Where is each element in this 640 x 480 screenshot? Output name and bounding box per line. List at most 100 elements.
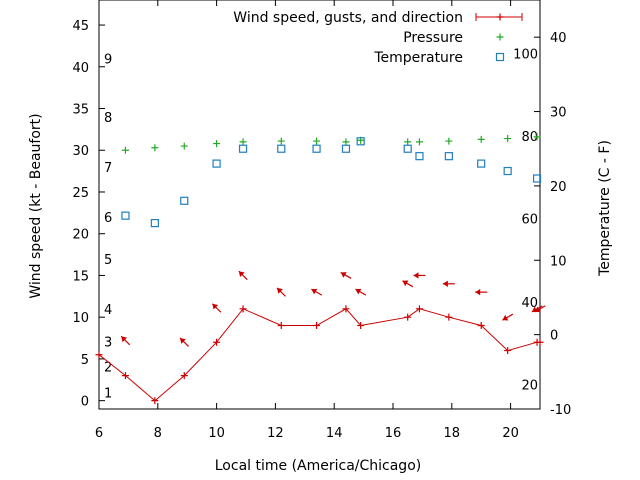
y-right-tick-label: 0: [550, 329, 558, 344]
wind-arrow-head: [534, 306, 541, 313]
legend-label: Pressure: [403, 30, 463, 46]
data-layer: [95, 133, 546, 405]
wind-point: [357, 322, 365, 330]
wind-arrow-head: [475, 288, 481, 296]
tick-layer: 6 8 10 12 14 16 18 20051015202530354045-1001020…: [72, 0, 571, 441]
x-tick-label: 10: [208, 426, 225, 441]
beaufort-label: 7: [104, 161, 112, 176]
pressure-point: [342, 138, 350, 146]
legend: Wind speed, gusts, and direction Pressure…: [233, 10, 523, 66]
y-left-tick-label: 25: [72, 186, 89, 201]
pressure-point: [151, 144, 159, 152]
temperature-point: [444, 152, 453, 161]
pressure-point: [121, 146, 129, 154]
y-left-axis-title: Wind speed (kt - Beaufort): [28, 113, 44, 298]
legend-label: Wind speed, gusts, and direction: [233, 10, 463, 26]
wind-arrow-head: [355, 288, 362, 295]
plot-frame: [98, 0, 541, 410]
y-left-tick-label: 5: [81, 353, 89, 368]
wind-arrow-head: [121, 336, 128, 343]
fahrenheit-label: 60: [521, 213, 538, 228]
legend-swatch-temperature: [495, 52, 505, 62]
wind-point: [239, 305, 247, 313]
pressure-point: [445, 137, 453, 145]
temperature-point: [403, 144, 412, 153]
wind-arrow-head: [413, 272, 419, 279]
wind-arrow-head: [340, 272, 347, 278]
pressure-point: [533, 133, 541, 141]
wind-point: [180, 372, 188, 380]
y-left-tick-label: 0: [81, 395, 89, 410]
temperature-point: [180, 196, 189, 205]
beaufort-label: 2: [104, 360, 112, 375]
wind-arrow-head: [311, 288, 318, 295]
x-tick-label: 16: [385, 426, 402, 441]
x-tick-label: 14: [326, 426, 343, 441]
wind-point: [404, 313, 412, 321]
wind-arrow-head: [180, 337, 186, 344]
y-right-tick-label: 10: [550, 254, 567, 269]
pressure-point: [180, 142, 188, 150]
legend-swatch-pressure: [496, 33, 504, 41]
temperature-point: [238, 144, 248, 153]
fahrenheit-label: 100: [513, 48, 538, 63]
fahrenheit-label: 40: [521, 296, 538, 311]
wind-point: [277, 322, 285, 330]
beaufort-label: 4: [104, 303, 112, 318]
wind-speed-line: [98, 308, 540, 402]
y-left-tick-label: 20: [72, 228, 89, 243]
wind-arrow-head: [238, 271, 245, 278]
pressure-point: [415, 138, 423, 146]
y-left-tick-label: 35: [72, 103, 89, 118]
beaufort-label: 9: [104, 52, 112, 67]
x-tick-label: 8: [154, 426, 162, 441]
pressure-point: [277, 137, 285, 145]
x-axis-title: Local time (America/Chicago): [215, 458, 421, 474]
wind-point: [121, 372, 129, 380]
wind-point: [445, 313, 453, 321]
pressure-point: [213, 140, 221, 148]
wind-point: [342, 305, 350, 313]
pressure-point: [504, 135, 512, 143]
temperature-point: [121, 211, 130, 220]
beaufort-label: 3: [104, 335, 112, 350]
beaufort-label: 1: [104, 386, 112, 401]
temperature-point: [356, 137, 365, 146]
pressure-point: [404, 138, 412, 146]
pressure-point: [313, 137, 321, 145]
wind-point: [415, 305, 423, 313]
wind-point: [213, 338, 221, 346]
temperature-point: [503, 166, 512, 176]
beaufort-label: 5: [104, 253, 112, 268]
wind-arrow-head: [442, 280, 448, 287]
x-tick-label: 18: [444, 426, 461, 441]
beaufort-label: 6: [104, 211, 112, 226]
legend-swatch-wind-marker: [496, 13, 504, 21]
y-right-tick-label: 40: [550, 31, 567, 46]
temperature-point: [532, 174, 542, 183]
wind-arrow-head: [212, 303, 219, 310]
x-tick-label: 6: [95, 426, 103, 441]
y-left-tick-label: 45: [72, 19, 89, 34]
legend-label: Temperature: [373, 50, 463, 66]
wind-point: [477, 322, 485, 330]
temperature-point: [212, 159, 221, 168]
temperature-point: [277, 144, 286, 153]
y-right-tick-label: 20: [550, 180, 567, 195]
pressure-point: [239, 138, 247, 146]
x-tick-label: 12: [267, 426, 284, 441]
wind-point: [504, 347, 512, 355]
y-left-tick-label: 30: [72, 144, 89, 159]
wind-arrow-head: [402, 280, 409, 287]
y-left-tick-label: 15: [72, 269, 89, 284]
temperature-point: [415, 152, 424, 161]
x-tick-label: 20: [502, 426, 519, 441]
fahrenheit-label: 80: [521, 130, 538, 145]
temperature-point: [150, 218, 159, 228]
beaufort-label: 8: [104, 111, 112, 126]
wind-arrow-head: [502, 314, 509, 321]
wind-arrow-head: [277, 287, 283, 294]
y-right-tick-label: -10: [550, 403, 571, 418]
wind-point: [151, 397, 159, 405]
